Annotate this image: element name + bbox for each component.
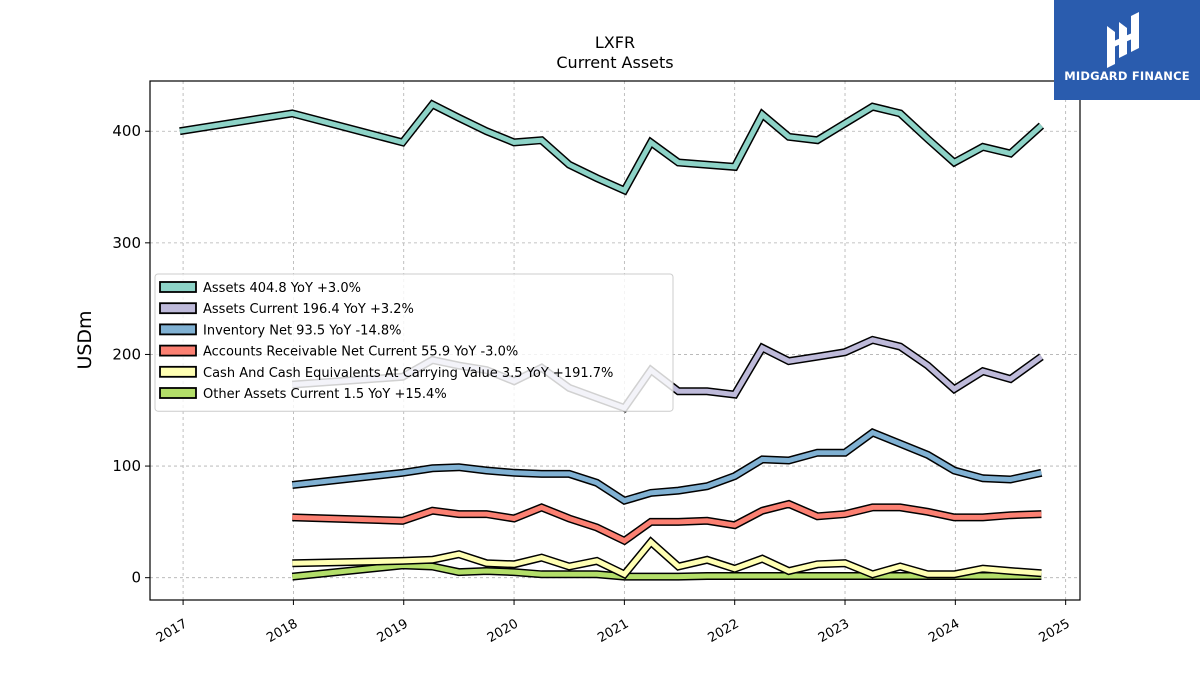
legend-item-3: Accounts Receivable Net Current 55.9 YoY… (159, 344, 518, 360)
legend-label: Assets 404.8 YoY +3.0% (203, 281, 361, 296)
legend-label: Other Assets Current 1.5 YoY +15.4% (203, 387, 447, 402)
midgard-finance-logo: MIDGARD FINANCE (1054, 0, 1200, 100)
legend-label: Assets Current 196.4 YoY +3.2% (203, 302, 414, 317)
plot-frame (149, 80, 1081, 601)
logo-brand-text: MIDGARD FINANCE (1064, 69, 1190, 83)
series-line-0 (179, 99, 1045, 196)
y-axis-label: USDm (74, 310, 96, 369)
legend-swatch (159, 281, 197, 293)
x-tick-label: 2018 (264, 616, 300, 646)
legend-item-1: Assets Current 196.4 YoY +3.2% (159, 302, 414, 317)
x-tick-label: 2023 (816, 616, 852, 646)
x-tick-label: 2017 (154, 616, 190, 646)
chart-title: LXFR (595, 33, 635, 52)
legend-label: Accounts Receivable Net Current 55.9 YoY… (203, 345, 518, 360)
legend: Assets 404.8 YoY +3.0% Assets Current 196… (154, 273, 674, 412)
chart-subtitle: Current Assets (556, 53, 673, 72)
legend-swatch (159, 344, 197, 357)
legend-swatch (159, 302, 197, 315)
series-line-4 (292, 536, 1042, 580)
x-tick-label: 2025 (1036, 616, 1072, 646)
x-tick-label: 2019 (375, 616, 411, 646)
x-tick-label: 2022 (706, 616, 742, 646)
series-stroke (292, 501, 1042, 544)
legend-item-5: Other Assets Current 1.5 YoY +15.4% (159, 387, 447, 402)
x-tick-label: 2021 (595, 616, 631, 646)
series-stroke (292, 538, 1042, 578)
series-line-2 (291, 428, 1043, 506)
legend-item-2: Inventory Net 93.5 YoY -14.8% (159, 323, 402, 338)
legend-label: Inventory Net 93.5 YoY -14.8% (203, 323, 402, 338)
legend-swatch (159, 387, 197, 399)
x-tick-label: 2020 (485, 616, 521, 646)
legend-box (154, 273, 674, 412)
y-tick-label: 200 (112, 345, 141, 363)
legend-swatch (159, 323, 197, 336)
y-tick-label: 400 (112, 122, 141, 140)
y-tick-label: 300 (112, 234, 141, 252)
y-tick-label: 100 (112, 457, 141, 475)
series-layer (179, 99, 1045, 581)
legend-swatch (159, 365, 197, 378)
series-stroke (179, 101, 1044, 194)
y-tick-label: 0 (131, 569, 141, 587)
midgard-logo-icon (1107, 12, 1139, 68)
series-line-3 (292, 499, 1042, 546)
legend-item-4: Cash And Cash Equivalents At Carrying Va… (159, 365, 613, 381)
legend-item-0: Assets 404.8 YoY +3.0% (159, 281, 361, 296)
series-stroke (292, 429, 1042, 504)
x-tick-label: 2024 (926, 616, 962, 646)
legend-label: Cash And Cash Equivalents At Carrying Va… (203, 366, 613, 381)
